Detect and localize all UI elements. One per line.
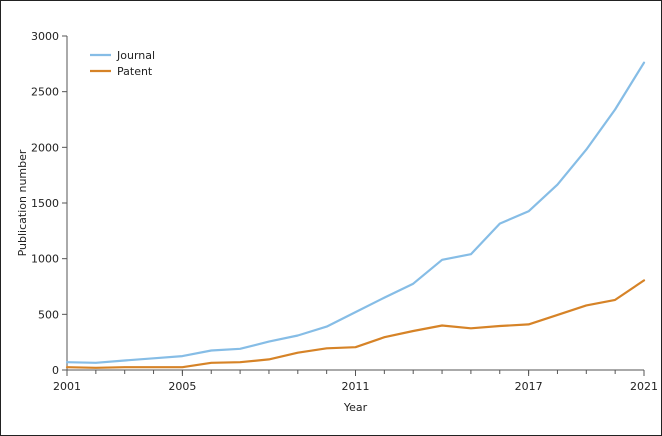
y-tick-label: 2000 — [31, 141, 59, 154]
series-line-journal — [65, 61, 646, 364]
x-tick-label: 2021 — [630, 380, 658, 393]
x-tick-label: 2005 — [168, 380, 196, 393]
x-tick-label: 2001 — [53, 380, 81, 393]
x-tick-label: 2011 — [342, 380, 370, 393]
y-tick-label: 3000 — [31, 30, 59, 43]
legend-label-journal: Journal — [116, 49, 155, 62]
x-axis-title: Year — [343, 401, 368, 414]
y-axis-title: Publication number — [16, 149, 29, 256]
series-line-patent — [65, 279, 646, 369]
y-tick-label: 2500 — [31, 86, 59, 99]
x-tick-label: 2017 — [515, 380, 543, 393]
y-tick-label: 500 — [38, 308, 59, 321]
y-tick-label: 1500 — [31, 197, 59, 210]
y-tick-label: 0 — [52, 364, 59, 377]
legend-label-patent: Patent — [117, 65, 153, 78]
y-tick-label: 1000 — [31, 253, 59, 266]
